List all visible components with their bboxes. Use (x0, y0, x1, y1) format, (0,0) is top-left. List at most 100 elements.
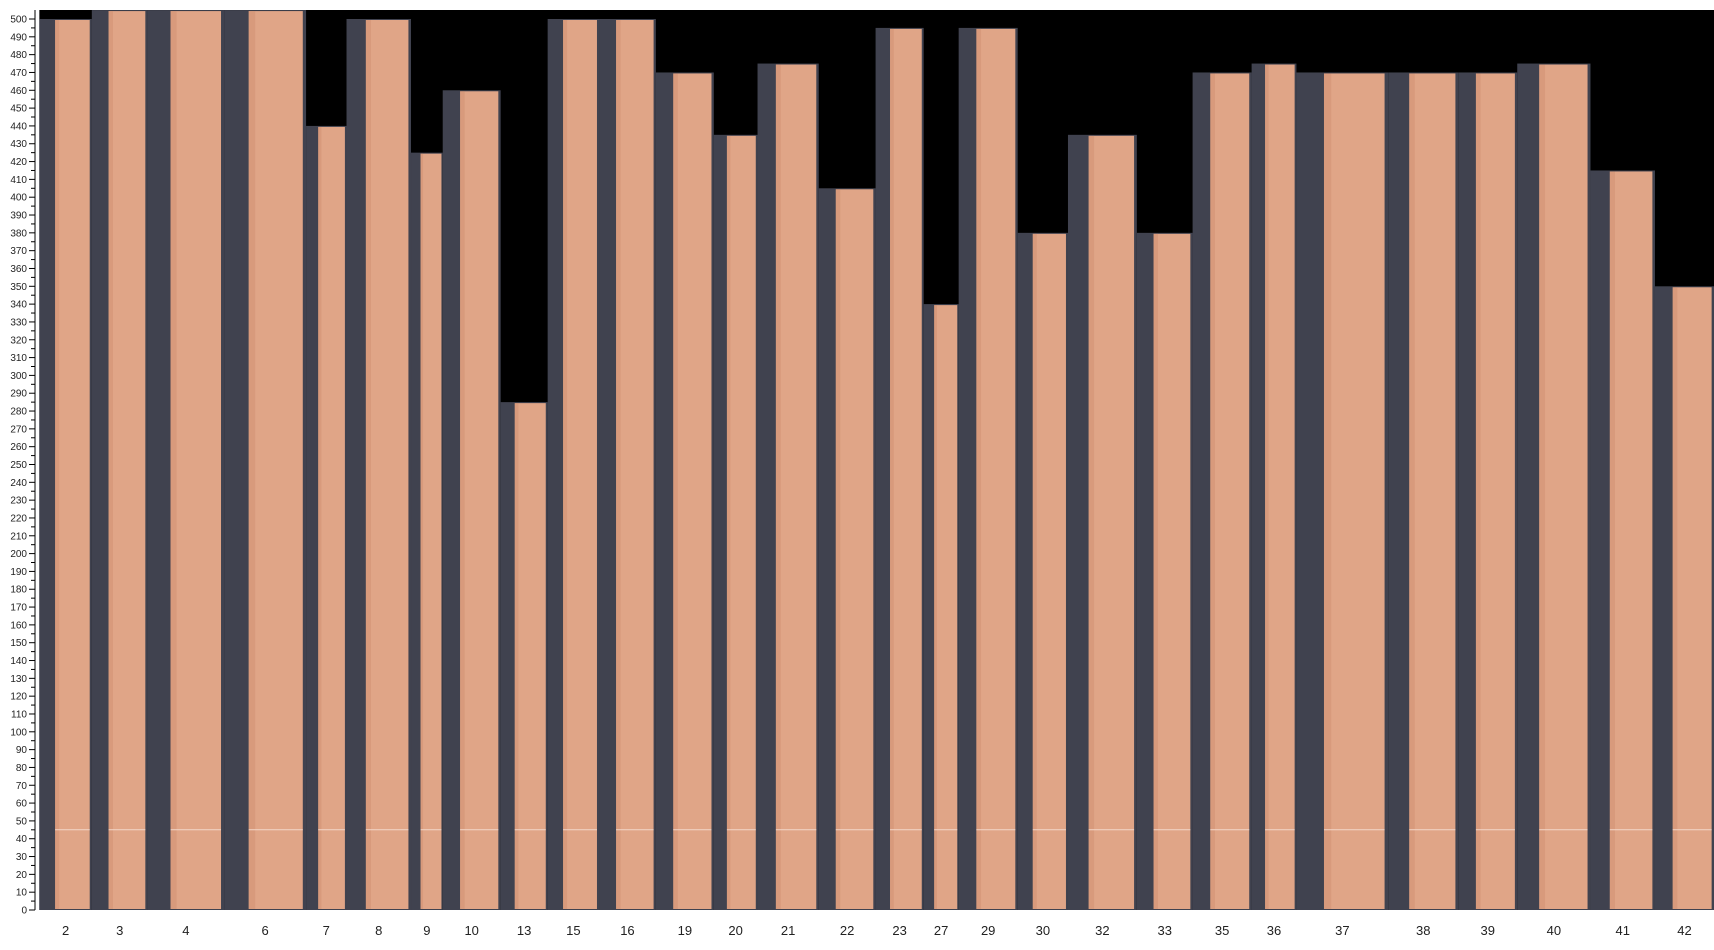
y-tick-label: 420 (10, 157, 27, 168)
x-tick-label: 37 (1335, 923, 1349, 938)
x-tick-label: 13 (517, 923, 531, 938)
x-tick-label: 38 (1416, 923, 1430, 938)
y-tick-label: 330 (10, 317, 27, 328)
y-tick-label: 490 (10, 32, 27, 43)
x-tick-label: 30 (1036, 923, 1050, 938)
board-23 (890, 28, 922, 910)
x-tick-label: 8 (375, 923, 382, 938)
y-tick-label: 320 (10, 335, 27, 346)
y-tick-label: 70 (16, 781, 28, 792)
board-3 (108, 11, 146, 909)
y-tick-label: 250 (10, 460, 27, 471)
board-edge (1609, 171, 1615, 910)
board-edge (563, 20, 568, 909)
board-edge (55, 20, 60, 909)
x-tick-label: 40 (1547, 923, 1561, 938)
x-tick-label: 15 (566, 923, 580, 938)
y-tick-label: 30 (16, 852, 28, 863)
x-tick-label: 41 (1615, 923, 1629, 938)
board-edge (976, 28, 982, 910)
board-36 (1265, 64, 1295, 910)
board-33 (1153, 233, 1191, 910)
board-edge (420, 153, 424, 909)
board-13 (514, 403, 546, 909)
y-tick-label: 460 (10, 86, 27, 97)
y-tick-label: 240 (10, 478, 27, 489)
board-10 (460, 91, 499, 909)
y-tick-label: 370 (10, 246, 27, 257)
x-tick-label: 21 (781, 923, 795, 938)
board-edge (1539, 64, 1546, 910)
board-edge (1323, 73, 1332, 909)
board-16 (616, 20, 654, 909)
board-edge (835, 189, 841, 910)
board-21 (775, 64, 817, 910)
y-tick-label: 100 (10, 727, 27, 738)
y-tick-label: 120 (10, 692, 27, 703)
x-tick-label: 29 (981, 923, 995, 938)
x-tick-label: 9 (423, 923, 430, 938)
y-tick-label: 180 (10, 585, 27, 596)
board-19 (673, 73, 712, 909)
x-tick-label: 42 (1677, 923, 1691, 938)
y-tick-label: 430 (10, 139, 27, 150)
board-edge (726, 135, 731, 909)
y-tick-label: 270 (10, 424, 27, 435)
board-edge (775, 64, 781, 910)
x-tick-label: 39 (1480, 923, 1494, 938)
y-tick-label: 20 (16, 870, 28, 881)
y-tick-label: 360 (10, 264, 27, 275)
y-tick-label: 280 (10, 407, 27, 418)
y-tick-label: 110 (11, 709, 27, 720)
y-tick-label: 480 (10, 50, 27, 61)
board-40 (1539, 64, 1588, 910)
y-tick-label: 350 (10, 282, 27, 293)
board-38 (1409, 73, 1456, 909)
board-edge (1210, 73, 1215, 909)
y-tick-label: 500 (10, 15, 27, 26)
board-41 (1609, 171, 1653, 910)
y-tick-label: 90 (16, 745, 28, 756)
y-tick-label: 220 (10, 513, 27, 524)
y-tick-label: 230 (10, 496, 27, 507)
x-tick-label: 7 (323, 923, 330, 938)
x-tick-label: 36 (1267, 923, 1281, 938)
y-tick-label: 470 (10, 68, 27, 79)
board-edge (108, 11, 113, 909)
x-tick-label: 2 (62, 923, 69, 938)
board-edge (1032, 233, 1037, 910)
y-tick-label: 290 (10, 389, 27, 400)
x-tick-label: 22 (840, 923, 854, 938)
board-27 (934, 305, 958, 909)
x-tick-label: 10 (464, 923, 478, 938)
y-tick-label: 400 (10, 193, 27, 204)
board-22 (835, 189, 874, 910)
y-tick-label: 140 (10, 656, 27, 667)
board-edge (318, 126, 322, 910)
x-tick-label: 3 (116, 923, 123, 938)
board-edge (673, 73, 678, 909)
y-tick-label: 130 (10, 674, 27, 685)
board-edge (460, 91, 465, 909)
board-edge (1409, 73, 1415, 909)
board-42 (1672, 287, 1712, 909)
y-tick-label: 40 (16, 834, 28, 845)
board-edge (1672, 287, 1678, 909)
y-tick-label: 340 (10, 300, 27, 311)
board-35 (1210, 73, 1250, 909)
x-tick-label: 23 (892, 923, 906, 938)
y-tick-label: 380 (10, 228, 27, 239)
x-tick-label: 19 (678, 923, 692, 938)
y-tick-label: 50 (16, 816, 28, 827)
board-8 (365, 20, 409, 909)
board-4 (170, 11, 222, 909)
x-tick-label: 33 (1157, 923, 1171, 938)
x-tick-label: 27 (934, 923, 948, 938)
board-20 (726, 135, 756, 909)
x-tick-label: 16 (620, 923, 634, 938)
y-tick-label: 0 (21, 906, 27, 917)
board-29 (976, 28, 1016, 910)
board-edge (1475, 73, 1481, 909)
y-tick-label: 200 (10, 549, 27, 560)
